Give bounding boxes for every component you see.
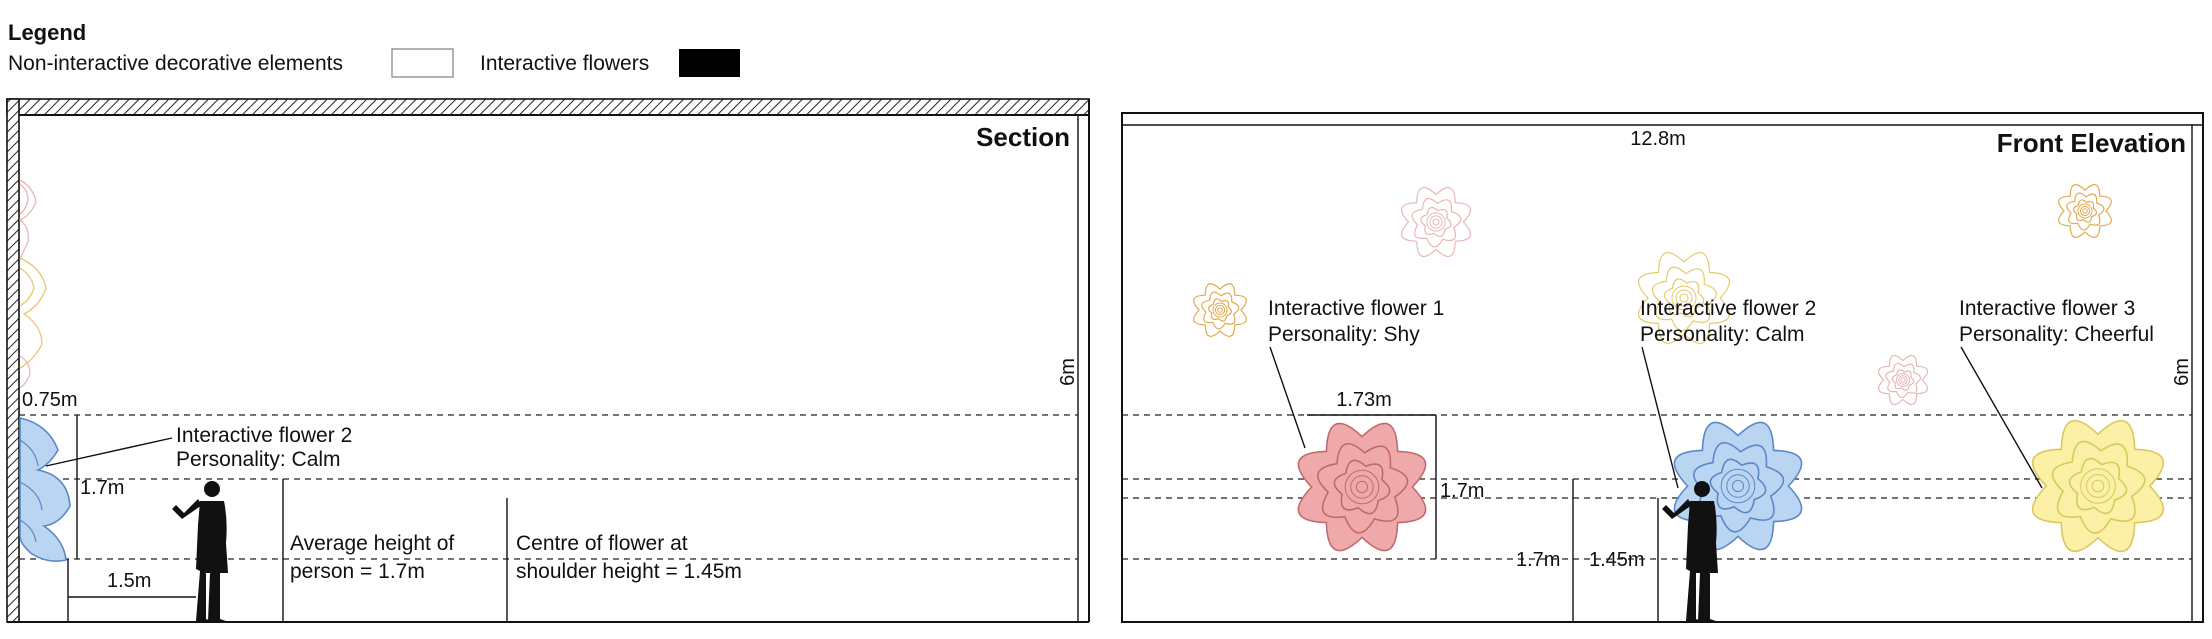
wall-decor-flowers — [18, 179, 47, 389]
decor-flowers — [1193, 184, 2112, 406]
section-panel: Section 6m Interactive flower 2 Personal… — [6, 98, 1090, 623]
section-flower-height-label: 1.7m — [80, 477, 124, 499]
elevation-frame — [1121, 112, 2204, 623]
interactive-flower-calm[interactable] — [1673, 421, 1803, 551]
legend-interactive-swatch — [679, 49, 740, 77]
legend-decorative-swatch — [391, 48, 454, 78]
centre-note-1: Centre of flower at — [516, 532, 688, 555]
flower2-label-1: Interactive flower 2 — [1640, 297, 1816, 320]
flower3-label-2: Personality: Cheerful — [1959, 323, 2154, 346]
elevation-centre-height-label: 1.45m — [1589, 549, 1645, 571]
centre-note-2: shoulder height = 1.45m — [516, 560, 742, 583]
legend-decorative-label: Non-interactive decorative elements — [8, 52, 343, 75]
decor-flower-orange-1 — [1193, 283, 1247, 337]
flower2-label-2: Personality: Calm — [1640, 323, 1805, 346]
elevation-flower-height-label: 1.7m — [1440, 480, 1484, 502]
flower1-label-2: Personality: Shy — [1268, 323, 1420, 346]
elevation-person-height-label: 1.7m — [1516, 549, 1560, 571]
legend-interactive-label: Interactive flowers — [480, 52, 649, 75]
person-silhouette-section — [172, 481, 228, 621]
interactive-flower-cheerful[interactable] — [2031, 419, 2165, 553]
legend-title: Legend — [8, 20, 86, 45]
section-flower-leader — [45, 437, 173, 467]
section-height-label: 6m — [1057, 358, 1079, 386]
ceiling-hatch — [6, 98, 1090, 116]
elevation-width-label: 12.8m — [1630, 128, 1686, 150]
decor-flower-yellow-1 — [1638, 252, 1730, 344]
interactive-flowers — [1297, 419, 2165, 553]
wall-offset-label: 0.75m — [22, 389, 78, 411]
section-flower-label-2: Personality: Calm — [176, 448, 341, 471]
elevation-height-label: 6m — [2171, 358, 2193, 386]
section-flower-label-1: Interactive flower 2 — [176, 424, 352, 447]
elevation-panel: 12.8m Front Elevation 6m Interactive flo… — [1121, 112, 2204, 623]
flower3-label-1: Interactive flower 3 — [1959, 297, 2135, 320]
person-note-1: Average height of — [290, 532, 454, 555]
person-note-2: person = 1.7m — [290, 560, 425, 583]
elevation-title: Front Elevation — [1997, 128, 2186, 158]
interactive-flower-shy[interactable] — [1297, 422, 1427, 552]
distance-label: 1.5m — [107, 570, 151, 592]
section-flower-calm[interactable] — [19, 417, 71, 562]
person-silhouette-elevation — [1662, 481, 1718, 621]
decor-flower-orange-2 — [2058, 184, 2112, 238]
flower-width-label: 1.73m — [1336, 389, 1392, 411]
section-title: Section — [976, 122, 1070, 152]
wall-hatch — [6, 98, 20, 623]
flower1-label-1: Interactive flower 1 — [1268, 297, 1444, 320]
decor-flower-pink-1 — [1400, 186, 1472, 258]
legend: Legend Non-interactive decorative elemen… — [8, 20, 740, 78]
decor-flower-pink-2 — [1877, 354, 1929, 406]
